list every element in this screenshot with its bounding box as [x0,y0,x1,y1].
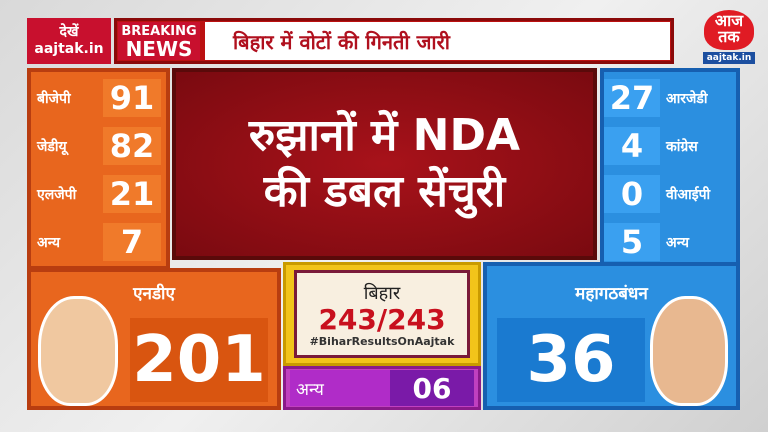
party-name: बीजेपी [37,90,71,107]
main-headline-line2: की डबल सेंचुरी [263,166,506,217]
party-row: जेडीयू 82 [31,124,166,168]
aajtak-logo: आज तक aajtak.in [700,8,758,66]
news-text: NEWS [125,36,193,61]
seats-counted: 243/243 [318,302,446,336]
party-name: एलजेपी [37,186,77,203]
party-seats: 0 [604,175,660,213]
mgb-party-panel: 27 आरजेडी 4 कांग्रेस 0 वीआईपी 5 अन्य [600,68,740,270]
party-row: 0 वीआईपी [604,172,736,216]
party-seats: 91 [103,79,161,117]
party-seats: 7 [103,223,161,261]
party-seats: 4 [604,127,660,165]
party-seats: 27 [604,79,660,117]
party-seats: 21 [103,175,161,213]
party-row: 5 अन्य [604,220,736,264]
watch-url: aajtak.in [34,41,104,57]
nda-party-panel: बीजेपी 91 जेडीयू 82 एलजेपी 21 अन्य 7 [27,68,170,270]
party-row: अन्य 7 [31,220,166,264]
breaking-text: BREAKING [121,23,197,39]
others-seats: 06 [390,370,474,406]
party-seats: 5 [604,223,660,261]
party-seats: 82 [103,127,161,165]
party-name: कांग्रेस [666,138,698,155]
party-name: आरजेडी [666,90,708,107]
logo-mark: आज तक [704,10,754,50]
summary-box: बिहार 243/243 #BiharResultsOnAajtak [294,270,470,358]
nda-leader-caricature [38,296,118,406]
party-name: वीआईपी [666,186,711,203]
party-name: जेडीयू [37,138,67,155]
party-name: अन्य [37,234,60,251]
state-name: बिहार [363,282,401,304]
watch-on-aajtak: देखें aajtak.in [27,18,111,64]
headline: बिहार में वोटों की गिनती जारी [205,22,670,60]
main-headline-line1: रुझानों में NDA [248,110,521,161]
party-row: 4 कांग्रेस [604,124,736,168]
nda-total-seats: 201 [130,318,268,402]
mgb-leader-caricature [650,296,728,406]
mgb-label: महागठबंधन [575,283,648,304]
logo-url: aajtak.in [702,52,756,64]
party-row: बीजेपी 91 [31,76,166,120]
nda-label: एनडीए [133,283,175,304]
hashtag: #BiharResultsOnAajtak [309,334,455,348]
mgb-total-seats: 36 [497,318,645,402]
party-row: 27 आरजेडी [604,76,736,120]
party-row: एलजेपी 21 [31,172,166,216]
others-label: अन्य [290,370,390,406]
main-headline-box: रुझानों में NDA की डबल सेंचुरी [172,68,597,260]
watch-label: देखें [59,24,79,40]
breaking-news-tag: BREAKING NEWS [118,22,200,60]
party-name: अन्य [666,234,689,251]
